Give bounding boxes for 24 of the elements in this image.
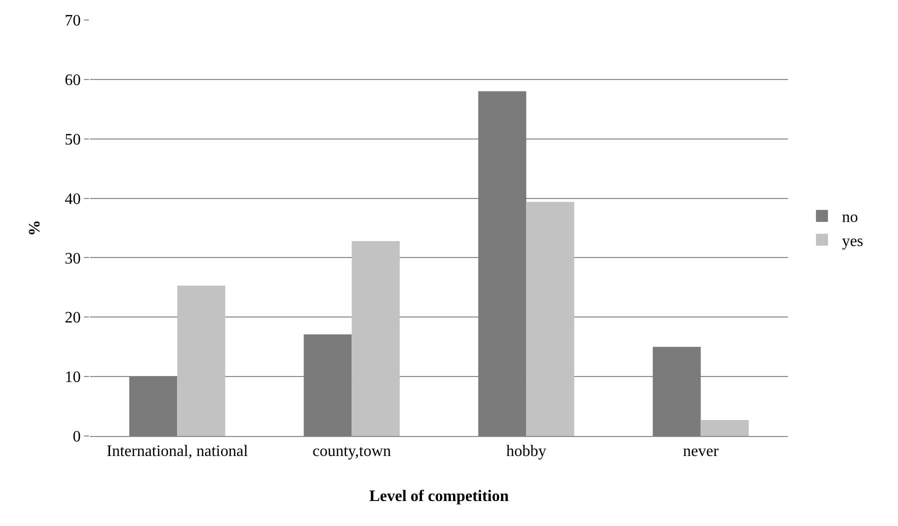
bar <box>177 286 226 436</box>
y-axis-title: % <box>26 220 44 236</box>
x-tick-label: International, national <box>106 443 248 460</box>
y-tick-label: 30 <box>64 250 81 268</box>
legend-label: yes <box>842 232 864 250</box>
y-tick-label: 70 <box>64 12 81 30</box>
bar <box>304 334 352 436</box>
x-tick-label: never <box>682 443 720 460</box>
bar <box>700 420 749 436</box>
bar <box>652 346 701 436</box>
y-tick-label: 20 <box>64 310 81 327</box>
bar <box>526 202 574 436</box>
bar <box>129 376 178 436</box>
y-tick-label: 40 <box>64 190 81 208</box>
y-tick-label: 50 <box>64 131 81 148</box>
bar <box>478 91 526 436</box>
y-tick-label: 0 <box>72 428 81 446</box>
legend-label: no <box>842 209 858 226</box>
bar <box>352 241 400 436</box>
y-tick-label: 10 <box>64 369 81 386</box>
x-axis-title: Level of competition <box>369 488 509 505</box>
y-tick-label: 60 <box>64 72 81 90</box>
x-tick-label: county,town <box>312 443 392 460</box>
x-tick-label: hobby <box>506 443 546 460</box>
